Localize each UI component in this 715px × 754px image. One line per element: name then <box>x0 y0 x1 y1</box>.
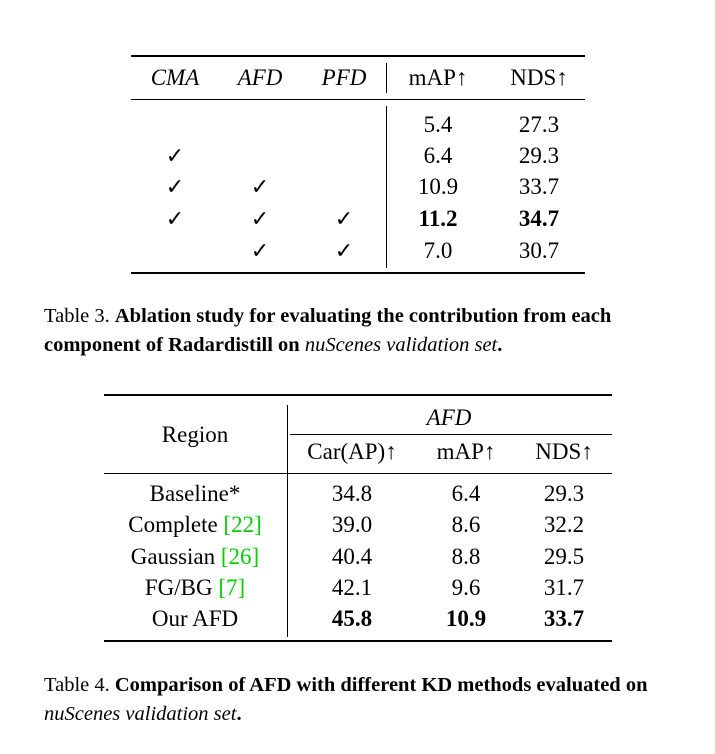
table3-body-vrule <box>386 106 387 268</box>
table3-caption-end: . <box>497 334 503 356</box>
table4-group-rule <box>290 434 612 435</box>
table4-row5-car: 45.8 <box>331 606 373 631</box>
table3-header-pfd: PFD <box>321 65 367 90</box>
table4-header-map: mAP↑ <box>436 439 496 464</box>
table3-row1-map: 5.4 <box>423 112 453 137</box>
table4-row4-nds: 31.7 <box>543 575 585 600</box>
table3-row4-map: 11.2 <box>418 206 458 231</box>
table4-row2-car: 39.0 <box>331 512 373 537</box>
table3-row5-map: 7.0 <box>423 238 453 263</box>
table4-header-nds: NDS↑ <box>535 439 593 464</box>
table4-row5-nds: 33.7 <box>543 606 585 631</box>
table3-row4-nds: 34.7 <box>518 206 560 231</box>
table3-header-cma: CMA <box>150 65 200 90</box>
table4-header-afd: AFD <box>426 405 472 430</box>
table3-row3-afd-check: ✓ <box>250 174 270 199</box>
table4-row1-map: 6.4 <box>451 481 481 506</box>
table4-row3-map: 8.8 <box>451 544 481 569</box>
table4-caption: Table 4. Comparison of AFD with differen… <box>44 671 684 729</box>
table3-header-nds: NDS↑ <box>510 65 568 90</box>
table3-bottom-rule <box>131 272 585 274</box>
table3-row5-pfd-check: ✓ <box>334 238 354 263</box>
table3-row2-map: 6.4 <box>423 143 453 168</box>
table3-row4-cma-check: ✓ <box>165 206 185 231</box>
table3-row2-nds: 29.3 <box>518 143 560 168</box>
table4-row4-car: 42.1 <box>331 575 373 600</box>
table3-row3-map: 10.9 <box>417 174 459 199</box>
table4-row3-citation-link[interactable]: [26] <box>220 544 260 569</box>
table3-row4-afd-check: ✓ <box>250 206 270 231</box>
table4-row4-citation-link[interactable]: [7] <box>218 575 246 600</box>
table3-row5-nds: 30.7 <box>518 238 560 263</box>
table4-row2-nds: 32.2 <box>543 512 585 537</box>
table3-caption-bold: Ablation study for evaluating the contri… <box>44 305 612 356</box>
table3-caption-label: Table 3. <box>44 305 110 327</box>
table4-row1-car: 34.8 <box>331 481 373 506</box>
table3-header-vrule <box>386 63 387 93</box>
table4-caption-label: Table 4. <box>44 674 110 696</box>
table4-row3-region-name: Gaussian <box>130 544 216 569</box>
table3-top-rule <box>131 55 585 57</box>
table4-caption-italic: nuScenes validation set <box>44 703 237 725</box>
table4-row1-region-name: Baseline* <box>149 481 241 506</box>
table3-caption-italic: nuScenes validation set <box>304 334 498 356</box>
table3-caption: Table 3. Ablation study for evaluating t… <box>44 302 684 360</box>
table4-mid-rule <box>104 473 612 474</box>
table4-row2-region: Complete [22] <box>104 511 286 539</box>
table4-header-car: Car(AP)↑ <box>307 439 397 464</box>
table4-row2-map: 8.6 <box>451 512 481 537</box>
table4-caption-bold: Comparison of AFD with different KD meth… <box>114 674 648 696</box>
table4-row5-region: Our AFD <box>104 605 286 633</box>
table4-row1-region: Baseline* <box>104 480 286 508</box>
table4-header-region: Region <box>161 422 229 447</box>
table3-row2-cma-check: ✓ <box>165 143 185 168</box>
table4-top-rule <box>104 394 612 396</box>
table3-row5-afd-check: ✓ <box>250 238 270 263</box>
table4-row4-region-name: FG/BG <box>144 575 213 600</box>
table4-bottom-rule <box>104 640 612 642</box>
table4-row3-nds: 29.5 <box>543 544 585 569</box>
table3-mid-rule <box>131 99 585 100</box>
table4-row3-region: Gaussian [26] <box>104 543 286 571</box>
table4-caption-end: . <box>236 703 242 725</box>
table4-row4-region: FG/BG [7] <box>104 574 286 602</box>
table4-row1-nds: 29.3 <box>543 481 585 506</box>
table3-row3-nds: 33.7 <box>518 174 560 199</box>
table4-row5-region-name: Our AFD <box>151 606 239 631</box>
table4-row2-citation-link[interactable]: [22] <box>223 512 262 537</box>
table4-vrule <box>287 405 288 637</box>
table4-row5-map: 10.9 <box>445 606 487 631</box>
table3-header-afd: AFD <box>237 65 283 90</box>
table3-header-map: mAP↑ <box>408 65 468 90</box>
table3-row3-cma-check: ✓ <box>165 174 185 199</box>
table3-row1-nds: 27.3 <box>518 112 560 137</box>
table3-row4-pfd-check: ✓ <box>334 206 354 231</box>
table4-row3-car: 40.4 <box>331 544 373 569</box>
table4-row4-map: 9.6 <box>451 575 481 600</box>
table4-row2-region-name: Complete <box>128 512 218 537</box>
